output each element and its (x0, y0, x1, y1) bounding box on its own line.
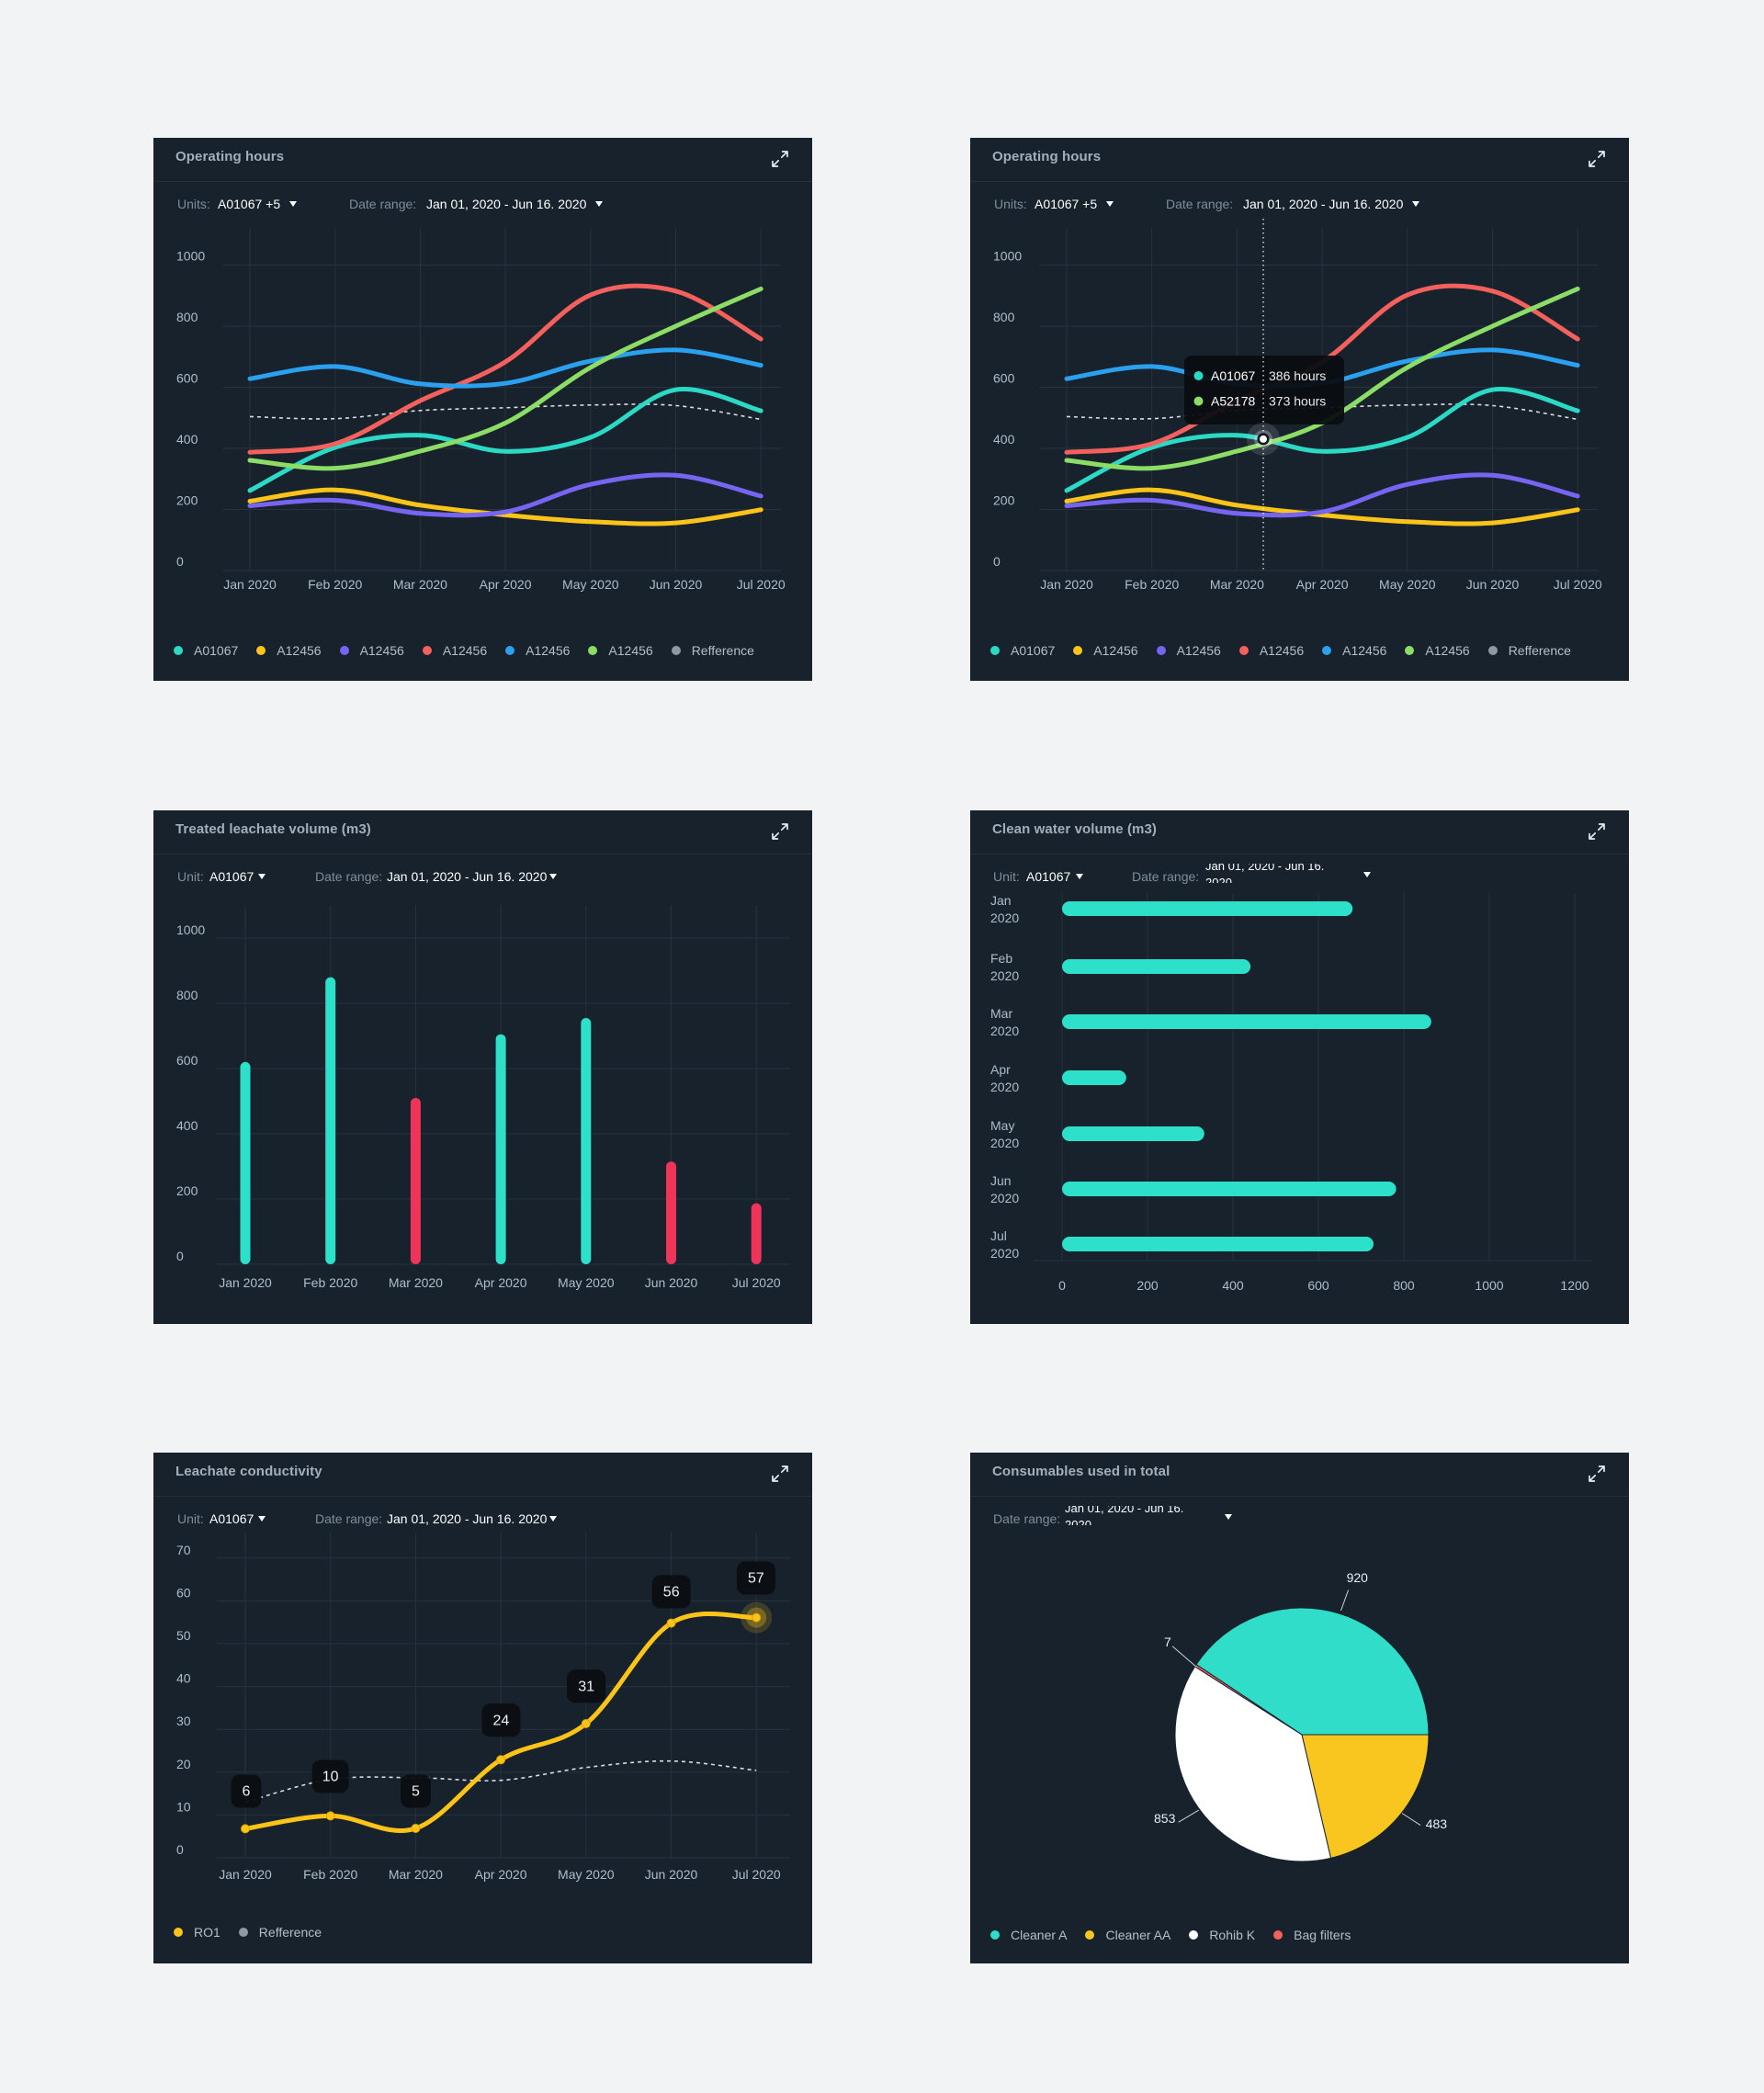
svg-text:800: 800 (176, 310, 198, 324)
svg-text:2020: 2020 (990, 1136, 1019, 1150)
svg-text:400: 400 (993, 432, 1015, 447)
svg-text:Jan: Jan (990, 893, 1012, 908)
svg-text:0: 0 (1058, 1278, 1066, 1293)
svg-text:1000: 1000 (176, 922, 205, 937)
svg-text:1200: 1200 (1560, 1278, 1589, 1293)
svg-text:Jul 2020: Jul 2020 (1554, 577, 1602, 592)
svg-text:Apr 2020: Apr 2020 (1296, 577, 1349, 592)
svg-text:56: 56 (663, 1584, 680, 1600)
svg-text:386 hours: 386 hours (1269, 368, 1326, 383)
svg-text:1000: 1000 (993, 249, 1022, 264)
svg-text:Jan 2020: Jan 2020 (223, 577, 277, 592)
svg-text:373 hours: 373 hours (1269, 394, 1326, 409)
svg-text:600: 600 (993, 371, 1015, 386)
svg-text:Feb 2020: Feb 2020 (303, 1867, 357, 1882)
svg-text:0: 0 (176, 1842, 184, 1857)
svg-text:2020: 2020 (990, 1191, 1019, 1205)
svg-text:Jan 2020: Jan 2020 (1040, 577, 1093, 592)
svg-text:800: 800 (993, 310, 1015, 324)
svg-text:400: 400 (176, 1118, 198, 1133)
svg-text:Mar 2020: Mar 2020 (389, 1867, 443, 1882)
svg-text:Jun 2020: Jun 2020 (650, 577, 703, 592)
svg-text:Jun: Jun (990, 1173, 1012, 1188)
svg-text:1000: 1000 (1475, 1278, 1503, 1293)
svg-text:400: 400 (1222, 1278, 1244, 1293)
svg-text:600: 600 (176, 371, 198, 386)
svg-text:40: 40 (176, 1671, 191, 1686)
svg-text:Apr 2020: Apr 2020 (475, 1275, 527, 1290)
svg-text:30: 30 (176, 1714, 191, 1728)
svg-text:Jul 2020: Jul 2020 (732, 1867, 781, 1882)
svg-text:Jun 2020: Jun 2020 (645, 1275, 698, 1290)
svg-text:A01067: A01067 (1211, 368, 1255, 383)
svg-text:Jun 2020: Jun 2020 (1466, 577, 1520, 592)
svg-text:0: 0 (993, 554, 1001, 569)
svg-text:2020: 2020 (990, 1024, 1019, 1038)
svg-text:400: 400 (176, 432, 198, 447)
svg-text:Jan 2020: Jan 2020 (219, 1275, 272, 1290)
svg-text:200: 200 (176, 1183, 198, 1198)
svg-text:800: 800 (176, 988, 198, 1002)
svg-text:57: 57 (748, 1571, 764, 1587)
svg-text:70: 70 (176, 1543, 191, 1557)
svg-text:Mar 2020: Mar 2020 (393, 577, 447, 592)
svg-text:200: 200 (1136, 1278, 1159, 1293)
svg-text:A52178: A52178 (1211, 394, 1255, 409)
svg-text:920: 920 (1347, 1570, 1369, 1585)
svg-text:31: 31 (578, 1679, 594, 1694)
svg-text:5: 5 (412, 1784, 420, 1800)
svg-text:200: 200 (176, 493, 198, 508)
svg-text:2020: 2020 (990, 911, 1019, 925)
svg-text:Jun 2020: Jun 2020 (645, 1867, 698, 1882)
svg-text:Feb 2020: Feb 2020 (308, 577, 362, 592)
svg-text:800: 800 (1393, 1278, 1415, 1293)
svg-text:6: 6 (243, 1784, 251, 1800)
svg-text:May 2020: May 2020 (562, 577, 619, 592)
svg-text:May 2020: May 2020 (1379, 577, 1436, 592)
svg-text:2020: 2020 (990, 968, 1019, 983)
svg-text:483: 483 (1426, 1816, 1448, 1831)
svg-text:May 2020: May 2020 (558, 1867, 615, 1882)
svg-text:0: 0 (176, 1249, 184, 1263)
svg-text:0: 0 (176, 554, 184, 569)
svg-text:Jan 2020: Jan 2020 (219, 1867, 272, 1882)
svg-text:10: 10 (176, 1799, 191, 1814)
svg-text:600: 600 (176, 1053, 198, 1068)
svg-text:200: 200 (993, 493, 1015, 508)
svg-text:Mar 2020: Mar 2020 (389, 1275, 443, 1290)
svg-text:7: 7 (1164, 1635, 1171, 1649)
svg-text:853: 853 (1154, 1811, 1176, 1826)
svg-text:May 2020: May 2020 (558, 1275, 615, 1290)
svg-text:20: 20 (176, 1757, 191, 1771)
svg-text:600: 600 (1307, 1278, 1329, 1293)
svg-text:2020: 2020 (990, 1246, 1019, 1261)
svg-text:Apr 2020: Apr 2020 (475, 1867, 527, 1882)
svg-text:1000: 1000 (176, 249, 205, 264)
svg-text:Jul 2020: Jul 2020 (732, 1275, 781, 1290)
svg-text:24: 24 (493, 1713, 510, 1728)
svg-text:Feb: Feb (990, 951, 1012, 966)
svg-text:2020: 2020 (990, 1080, 1019, 1094)
svg-text:Apr 2020: Apr 2020 (480, 577, 532, 592)
svg-text:50: 50 (176, 1628, 191, 1643)
svg-text:Jul 2020: Jul 2020 (737, 577, 786, 592)
svg-text:Jul: Jul (990, 1228, 1007, 1243)
svg-text:Mar 2020: Mar 2020 (1210, 577, 1264, 592)
svg-text:Apr: Apr (990, 1062, 1011, 1077)
svg-text:Mar: Mar (990, 1006, 1012, 1021)
svg-text:May: May (990, 1118, 1014, 1133)
svg-text:Feb 2020: Feb 2020 (303, 1275, 357, 1290)
svg-text:Feb 2020: Feb 2020 (1125, 577, 1179, 592)
svg-text:10: 10 (322, 1770, 339, 1785)
svg-text:60: 60 (176, 1585, 191, 1600)
